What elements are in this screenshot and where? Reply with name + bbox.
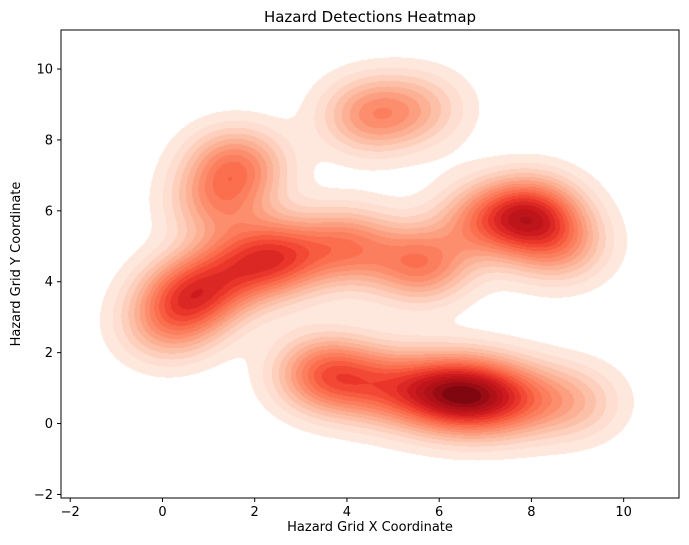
x-axis: −2 0 2 4 6 8 10 bbox=[61, 498, 632, 520]
y-tick-label: 6 bbox=[45, 204, 53, 219]
y-axis-label: Hazard Grid Y Coordinate bbox=[9, 182, 24, 347]
y-tick-label: −2 bbox=[34, 488, 53, 503]
x-tick-label: 2 bbox=[251, 505, 259, 520]
plot-area bbox=[61, 30, 679, 498]
y-axis: −2 0 2 4 6 8 10 bbox=[34, 63, 61, 503]
x-tick-label: 8 bbox=[527, 505, 535, 520]
x-tick-label: 10 bbox=[615, 505, 632, 520]
plot-frame bbox=[60, 29, 680, 499]
chart-title: Hazard Detections Heatmap bbox=[264, 8, 476, 26]
y-tick-label: 10 bbox=[36, 63, 53, 78]
x-tick-label: 4 bbox=[343, 505, 351, 520]
y-tick-label: 2 bbox=[45, 346, 53, 361]
y-tick-label: 0 bbox=[45, 417, 53, 432]
x-tick-label: 0 bbox=[158, 505, 166, 520]
y-tick-label: 8 bbox=[45, 133, 53, 148]
y-tick-label: 4 bbox=[45, 275, 53, 290]
density-field bbox=[61, 30, 679, 498]
x-axis-label: Hazard Grid X Coordinate bbox=[287, 520, 453, 535]
x-tick-label: −2 bbox=[61, 505, 80, 520]
x-tick-label: 6 bbox=[435, 505, 443, 520]
